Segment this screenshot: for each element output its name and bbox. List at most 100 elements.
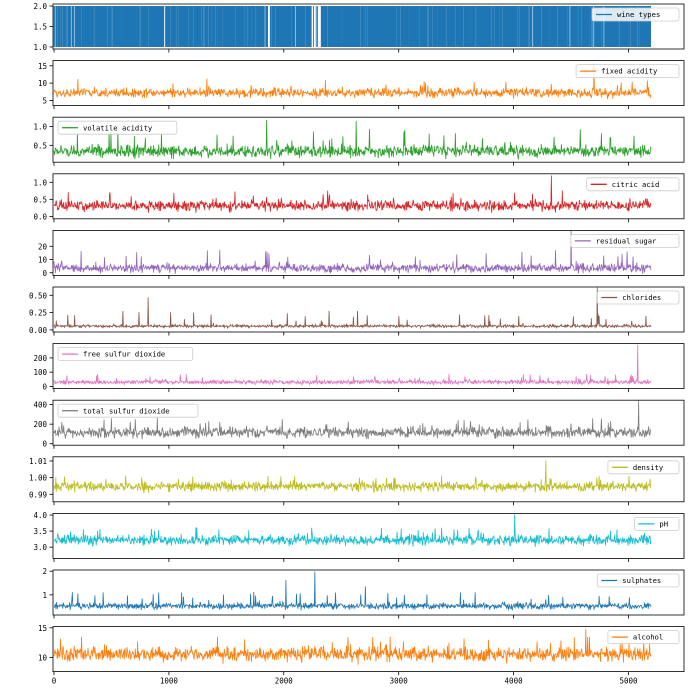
legend-box <box>596 290 680 305</box>
y-tick-label: 1.0 <box>33 178 47 187</box>
series-line <box>53 287 652 330</box>
y-tick-label: 2 <box>42 567 47 576</box>
y-tick-label: 1.5 <box>33 23 47 32</box>
y-tick-label: 3.0 <box>33 543 47 552</box>
legend-label: volatile acidity <box>83 123 153 132</box>
y-tick-label: 1 <box>42 591 47 600</box>
y-tick-label: 4.0 <box>33 511 47 520</box>
y-tick-label: 0.5 <box>33 141 47 150</box>
axes-frame <box>52 513 685 559</box>
subplot-ph: 3.0 3.5 4.0 pH <box>33 511 685 562</box>
axes-frame <box>52 343 685 390</box>
y-tick-label: 0.0 <box>33 212 47 221</box>
y-tick-label: 10 <box>38 653 48 662</box>
legend: total sulfur dioxide <box>57 403 199 418</box>
subplot-alcohol: 10 15 0 1000 2000 3000 4000 5000 alcohol <box>38 624 685 686</box>
series-line <box>53 400 652 440</box>
y-tick-label: 0.00 <box>29 326 48 335</box>
y-tick-label: 10 <box>38 79 48 88</box>
subplot-sulphates: 1 2 sulphates <box>42 567 685 619</box>
y-tick-label: 0 <box>42 440 47 449</box>
legend-label: density <box>633 463 664 472</box>
legend-box <box>596 573 680 588</box>
x-tick-label: 2000 <box>275 677 294 686</box>
legend-box <box>575 64 680 78</box>
legend-label: pH <box>659 520 668 529</box>
series-line <box>53 63 652 100</box>
legend-box <box>57 120 178 135</box>
axes-frame <box>52 286 685 333</box>
legend: residual sugar <box>570 233 680 248</box>
subplot-total-sulfur-dioxide: 0 200 400 total sulfur dioxide <box>33 399 685 449</box>
subplot-citric-acid: 0.0 0.5 1.0 citric acid <box>33 173 685 223</box>
y-tick-label: 5 <box>42 96 47 105</box>
legend: citric acid <box>586 177 680 192</box>
x-tick-label: 4000 <box>505 677 524 686</box>
axes-frame <box>52 569 685 616</box>
legend: fixed acidity <box>575 64 680 78</box>
legend-label: wine types <box>617 10 660 19</box>
y-tick-label: 3.5 <box>33 527 47 536</box>
y-tick-label: 1.00 <box>29 474 48 483</box>
y-tick-label: 0.5 <box>33 195 47 204</box>
legend-box <box>607 630 680 644</box>
series-line <box>53 571 652 612</box>
legend-box <box>634 517 680 531</box>
legend-box <box>591 7 680 22</box>
y-tick-label: 0.50 <box>29 291 48 300</box>
legend-label: residual sugar <box>596 237 657 246</box>
legend: free sulfur dioxide <box>57 347 194 362</box>
subplot-volatile-acidity: 0.5 1.0 volatile acidity <box>33 116 685 166</box>
y-tick-label: 1.0 <box>33 123 47 132</box>
series-line <box>53 230 652 275</box>
subplot-free-sulfur-dioxide: 0 100 200 free sulfur dioxide <box>33 343 685 393</box>
legend-label: free sulfur dioxide <box>83 350 165 359</box>
legend-label: total sulfur dioxide <box>83 406 170 415</box>
legend: sulphates <box>596 573 680 588</box>
subplot-fixed-acidity: 5 10 15 fixed acidity <box>38 60 685 110</box>
axes-frame <box>52 456 685 503</box>
y-tick-label: 10 <box>38 256 48 265</box>
legend: pH <box>634 517 680 531</box>
legend-label: fixed acidity <box>601 67 658 76</box>
legend-box <box>607 460 680 475</box>
series-line <box>53 628 652 665</box>
legend: density <box>607 460 680 475</box>
legend: wine types <box>591 7 680 22</box>
subplot-residual-sugar: 0 10 20 residual sugar <box>38 229 685 279</box>
subplot-wine-types: 1.0 1.5 2.0 wine types <box>33 2 685 53</box>
legend-label: sulphates <box>622 576 661 585</box>
axes-frame <box>52 116 685 163</box>
x-tick-label: 5000 <box>619 677 638 686</box>
x-tick-label: 3000 <box>390 677 409 686</box>
y-tick-label: 1.0 <box>33 43 47 52</box>
y-tick-label: 100 <box>33 368 47 377</box>
y-tick-label: 0.99 <box>29 490 47 499</box>
legend: chlorides <box>596 290 680 305</box>
y-tick-label: 200 <box>33 354 47 363</box>
legend-box <box>570 233 680 248</box>
y-tick-label: 2.0 <box>33 2 47 11</box>
y-tick-label: 15 <box>38 62 47 71</box>
legend-label: chlorides <box>622 293 661 302</box>
series-line <box>53 514 652 547</box>
series-line <box>53 345 652 387</box>
y-tick-label: 400 <box>33 401 47 410</box>
legend-box <box>57 403 199 418</box>
axes-frame <box>52 229 685 276</box>
y-tick-label: 200 <box>33 420 47 429</box>
x-tick-label: 1000 <box>160 677 179 686</box>
axes-frame <box>52 173 685 220</box>
y-tick-label: 0.25 <box>29 309 47 318</box>
y-tick-label: 20 <box>38 242 48 251</box>
legend: volatile acidity <box>57 120 178 135</box>
legend: alcohol <box>607 630 680 644</box>
series-line <box>53 460 652 494</box>
subplot-density: 0.99 1.00 1.01 density <box>29 456 685 506</box>
legend-label: citric acid <box>612 180 660 189</box>
axes-frame <box>52 626 685 672</box>
axes-frame <box>52 399 685 446</box>
wine-types-bars <box>53 6 651 47</box>
